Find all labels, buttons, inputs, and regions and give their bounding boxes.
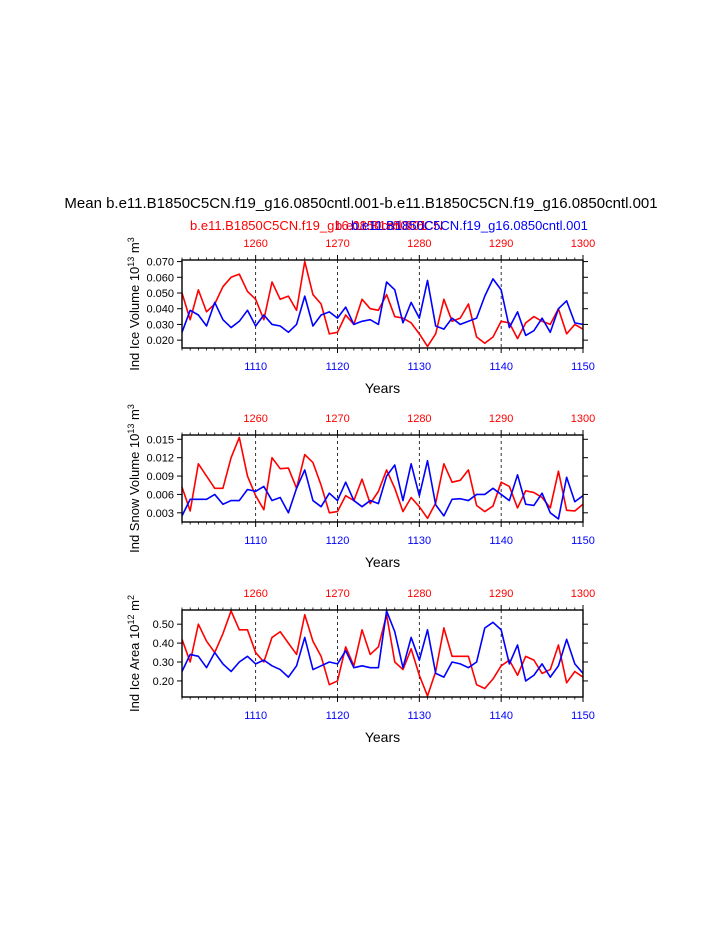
bottom-tick-label: 1140 [489,710,513,722]
y-tick-label: 0.30 [153,657,174,669]
bottom-tick-label: 1150 [571,710,595,722]
y-tick-label: 0.012 [146,453,174,465]
y-tick-label: 0.020 [146,335,174,347]
top-tick-label: 1260 [243,413,267,425]
top-tick-label: 1280 [407,588,431,600]
top-tick-label: 1270 [325,238,349,250]
top-tick-label: 1300 [571,413,595,425]
chart-panel-3: 1110 1120 1130 1140 1150 1260 1270 1280 1290 1300… [126,588,595,745]
plot-frame [181,609,584,698]
top-tick-label: 1270 [325,413,349,425]
y-tick-label: 0.006 [146,489,174,501]
y-axis-label-superscript: 13 [126,257,136,267]
bottom-tick-label: 1140 [489,535,513,547]
top-tick-label: 1290 [489,413,513,425]
top-tick-label: 1270 [325,588,349,600]
y-tick-label: 0.20 [153,676,174,688]
plot-frame [181,434,584,523]
y-axis-label: Ind Snow Volume 1013 m3 [126,404,142,553]
x-axis-label: Years [365,729,400,745]
y-axis-label-superscript: 13 [126,424,136,434]
series-line-blue [181,278,584,337]
y-axis-label-part: Ind Ice Volume 10 [127,267,142,371]
y-tick-label: 0.003 [146,508,174,520]
y-axis-label-superscript: 3 [126,237,136,242]
subtitle-blue: b.e11.B1850C5CN.f19_g16.0850cntl.001 [351,218,588,233]
y-axis-label: Ind Ice Area 1012 m2 [126,595,142,712]
bottom-tick-label: 1150 [571,361,595,373]
subtitle-overlap: b.e11.B1850C5CN [335,218,443,233]
series-line-blue [181,610,584,682]
bottom-tick-label: 1110 [244,361,267,373]
y-axis-label-superscript: 3 [126,404,136,409]
bottom-tick-label: 1120 [326,535,350,547]
top-tick-label: 1290 [489,588,513,600]
y-tick-label: 0.050 [146,288,174,300]
bottom-tick-label: 1130 [407,361,431,373]
y-axis-label-part: m [127,242,142,256]
top-tick-label: 1300 [571,238,595,250]
y-axis-label-superscript: 12 [126,615,136,625]
top-tick-label: 1280 [407,238,431,250]
x-axis-label: Years [365,380,400,396]
figure-title: Mean b.e11.B1850C5CN.f19_g16.0850cntl.00… [64,195,657,212]
series-line-red [181,610,584,697]
y-tick-label: 0.040 [146,304,174,316]
y-axis-label-superscript: 2 [126,595,136,600]
chart-panel-1: 1110 1120 1130 1140 1150 1260 1270 1280 1290 1300… [126,237,595,396]
y-tick-label: 0.009 [146,471,174,483]
y-tick-label: 0.030 [146,319,174,331]
y-tick-label: 0.50 [153,619,174,631]
y-axis-label-part: Ind Snow Volume 10 [127,434,142,553]
bottom-tick-label: 1120 [326,710,350,722]
y-axis-label-part: m [127,409,142,423]
bottom-tick-label: 1140 [489,361,513,373]
bottom-tick-label: 1130 [407,710,431,722]
x-axis-label: Years [365,554,400,570]
y-tick-label: 0.070 [146,257,174,269]
y-axis-label-part: m [127,600,142,614]
y-tick-label: 0.060 [146,272,174,284]
series-line-blue [181,459,584,520]
y-tick-label: 0.40 [153,638,174,650]
top-tick-label: 1300 [571,588,595,600]
plot-frame [181,259,584,349]
y-axis-label: Ind Ice Volume 1013 m3 [126,237,142,371]
y-axis-label-part: Ind Ice Area 10 [127,625,142,712]
top-tick-label: 1260 [243,588,267,600]
bottom-tick-label: 1120 [326,361,350,373]
top-tick-label: 1260 [243,238,267,250]
top-tick-label: 1290 [489,238,513,250]
bottom-tick-label: 1130 [407,535,431,547]
bottom-tick-label: 1110 [244,710,267,722]
series-line-red [181,436,584,520]
top-tick-label: 1280 [407,413,431,425]
subtitle-red: b.e11.B1850C5CN.f19_g16.0850cntl.001 [190,218,427,233]
chart-panel-2: 1110 1120 1130 1140 1150 1260 1270 1280 1290 1300… [126,404,595,570]
y-tick-label: 0.015 [146,434,174,446]
bottom-tick-label: 1150 [571,535,595,547]
bottom-tick-label: 1110 [244,535,267,547]
